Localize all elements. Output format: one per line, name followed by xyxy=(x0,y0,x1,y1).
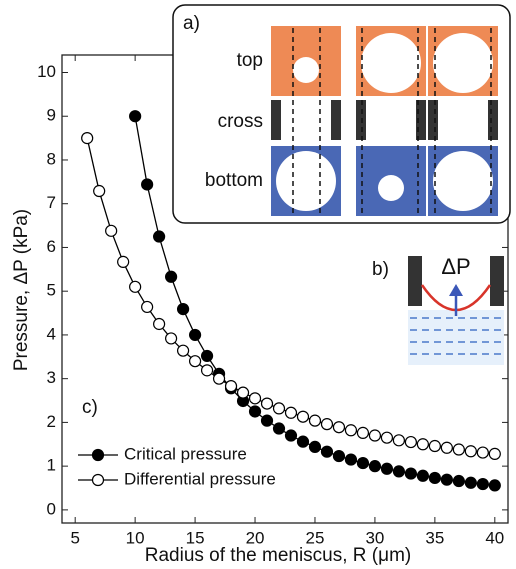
data-point xyxy=(320,445,334,458)
data-point xyxy=(260,397,274,410)
x-tick-label: 30 xyxy=(365,528,384,547)
legend-label: Critical pressure xyxy=(124,444,247,463)
data-point xyxy=(93,184,106,198)
data-point xyxy=(308,414,322,427)
inset-label: b) xyxy=(372,259,389,280)
data-point xyxy=(296,410,310,423)
data-point xyxy=(284,429,298,442)
data-point xyxy=(380,431,394,444)
data-point xyxy=(464,445,477,458)
inset-label: a) xyxy=(183,13,200,34)
y-tick-label: 10 xyxy=(37,62,56,81)
data-point xyxy=(81,132,94,145)
data-point xyxy=(129,110,142,123)
cells xyxy=(271,26,498,216)
y-tick-label: 7 xyxy=(47,193,56,212)
data-point xyxy=(176,344,190,357)
inset-a: a) top cross bottom xyxy=(172,4,511,224)
data-point xyxy=(176,303,190,316)
y-axis-title: Pressure, ΔP (kPa) xyxy=(11,209,32,371)
row-label: top xyxy=(237,50,263,71)
data-point xyxy=(272,422,286,435)
data-point xyxy=(332,421,346,434)
data-point xyxy=(212,372,226,385)
data-point xyxy=(117,255,130,268)
y-tick-label: 2 xyxy=(47,412,56,431)
y-tick-label: 6 xyxy=(47,237,56,256)
data-point xyxy=(416,438,429,451)
data-point xyxy=(452,474,465,488)
y-tick-label: 9 xyxy=(47,106,56,125)
data-point xyxy=(188,355,202,368)
data-point xyxy=(464,476,477,489)
data-point xyxy=(272,402,286,415)
data-point xyxy=(476,446,489,459)
data-point xyxy=(141,300,154,314)
data-point xyxy=(200,349,214,363)
inset-symbol: ΔP xyxy=(441,254,470,279)
x-tick-label: 5 xyxy=(70,528,79,547)
y-tick-label: 8 xyxy=(47,149,56,168)
data-point xyxy=(452,443,465,456)
x-tick-label: 40 xyxy=(485,528,504,547)
data-point xyxy=(404,435,417,449)
data-point xyxy=(248,392,262,405)
data-point xyxy=(153,317,166,331)
data-point xyxy=(200,364,214,377)
data-point xyxy=(320,418,334,431)
data-point xyxy=(404,467,417,480)
data-point xyxy=(440,441,453,454)
data-point xyxy=(236,386,250,399)
data-point xyxy=(165,270,178,283)
data-point xyxy=(416,469,429,482)
data-point xyxy=(344,453,358,466)
x-tick-label: 20 xyxy=(246,528,265,547)
data-point xyxy=(368,460,382,473)
x-tick-label: 10 xyxy=(126,528,145,547)
data-point xyxy=(380,462,394,475)
data-point xyxy=(428,471,441,485)
x-tick-label: 15 xyxy=(186,528,205,547)
legend-marker xyxy=(91,448,105,462)
data-point xyxy=(105,224,118,237)
panel-label: c) xyxy=(82,397,98,418)
data-point xyxy=(440,473,453,486)
data-point xyxy=(392,434,405,447)
data-point xyxy=(141,178,154,191)
y-tick-label: 1 xyxy=(47,456,56,475)
y-tick-label: 5 xyxy=(47,281,56,300)
data-point xyxy=(488,447,501,460)
data-point xyxy=(344,424,358,437)
data-point xyxy=(248,405,262,418)
data-point xyxy=(356,456,370,470)
data-point xyxy=(165,332,178,345)
data-point xyxy=(296,435,310,448)
inset-b: b) ΔP xyxy=(372,254,504,365)
row-label: cross xyxy=(218,111,263,132)
data-point xyxy=(392,465,405,478)
data-point xyxy=(332,449,346,463)
legend-label: Differential pressure xyxy=(124,469,276,488)
data-point xyxy=(356,426,370,439)
x-tick-label: 25 xyxy=(306,528,325,547)
data-point xyxy=(428,439,441,453)
x-tick-label: 35 xyxy=(425,528,444,547)
data-point xyxy=(260,414,274,427)
row-label: bottom xyxy=(205,170,263,191)
data-point xyxy=(188,328,202,342)
data-point xyxy=(153,230,166,243)
data-point xyxy=(368,429,382,442)
x-axis-title: Radius of the meniscus, R (μm) xyxy=(145,545,411,566)
data-point xyxy=(308,440,322,453)
data-point xyxy=(284,406,298,419)
legend-marker xyxy=(91,473,105,487)
data-point xyxy=(476,477,489,491)
y-tick-label: 3 xyxy=(47,368,56,387)
y-tick-label: 4 xyxy=(47,324,56,343)
data-point xyxy=(129,280,142,293)
y-tick-label: 0 xyxy=(47,499,56,518)
data-point xyxy=(224,379,238,393)
data-point xyxy=(488,479,501,492)
